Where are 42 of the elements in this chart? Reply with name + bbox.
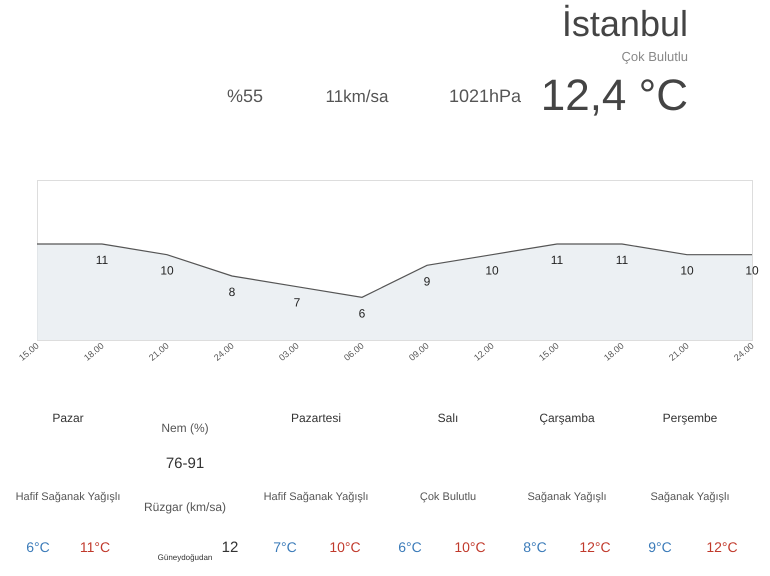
text: 8°C xyxy=(523,539,547,555)
text: 12,4 °C xyxy=(540,71,688,120)
data-label: 11 xyxy=(96,253,109,267)
text: Sağanak Yağışlı xyxy=(650,491,730,503)
text: Nem (%) xyxy=(161,421,209,435)
data-label: 10 xyxy=(160,264,174,278)
chart-title: İstanbul xyxy=(562,3,688,44)
text: 10°C xyxy=(329,539,361,555)
data-label: 11 xyxy=(616,253,629,267)
data-label: 6 xyxy=(358,306,366,320)
text: 10°C xyxy=(454,539,486,555)
text: Hafif Sağanak Yağışlı xyxy=(16,491,120,503)
text: 11°C xyxy=(80,539,110,555)
text: 9°C xyxy=(648,539,672,555)
text: Güneydoğudan xyxy=(158,553,212,562)
data-label: 9 xyxy=(424,274,431,288)
text: Pazartesi xyxy=(290,411,342,425)
data-label: 11 xyxy=(550,253,564,267)
text: 7°C xyxy=(273,539,297,555)
text: Pazar xyxy=(52,411,84,425)
text: Sağanak Yağışlı xyxy=(527,491,607,503)
text: 11km/sa xyxy=(326,87,390,106)
text: %55 xyxy=(226,86,264,106)
text: 12°C xyxy=(579,539,611,555)
text: Salı xyxy=(438,411,458,425)
text: Perşembe xyxy=(662,411,718,425)
text: Çarşamba xyxy=(539,411,595,425)
text: Rüzgar (km/sa) xyxy=(144,500,226,514)
text: 76-91 xyxy=(166,455,204,472)
text: Çok Bulutlu xyxy=(420,491,476,503)
chart-subtitle: Çok Bulutlu xyxy=(622,49,688,64)
text: 1021hPa xyxy=(448,86,522,106)
text: 12°C xyxy=(706,539,738,555)
text: 6°C xyxy=(398,539,422,555)
data-label: 7 xyxy=(294,296,301,310)
data-label: 10 xyxy=(680,264,694,278)
data-label: 10 xyxy=(745,264,759,278)
text: 12 xyxy=(222,539,238,556)
data-label: 10 xyxy=(485,264,499,278)
data-label: 8 xyxy=(228,285,236,299)
text: 6°C xyxy=(26,539,50,555)
text: Hafif Sağanak Yağışlı xyxy=(264,491,368,503)
